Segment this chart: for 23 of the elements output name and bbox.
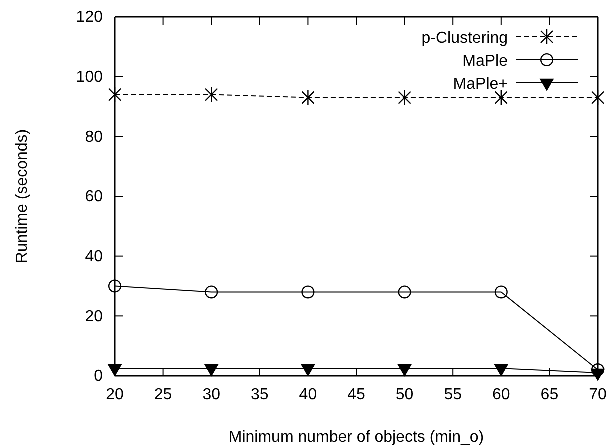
- y-tick-label: 120: [76, 9, 104, 26]
- x-tick-label: 65: [540, 386, 559, 404]
- y-tick-label: 100: [76, 68, 104, 86]
- x-tick-label: 45: [348, 386, 366, 404]
- y-tick-label: 80: [85, 128, 104, 146]
- legend-label: MaPle+: [453, 76, 508, 93]
- x-tick-label: 35: [251, 386, 269, 404]
- y-tick-label: 40: [85, 248, 104, 266]
- y-tick-label: 60: [85, 188, 104, 206]
- x-tick-label: 25: [154, 386, 172, 404]
- x-tick-label: 30: [202, 386, 221, 404]
- x-tick-label: 20: [106, 386, 124, 404]
- x-tick-label: 50: [396, 386, 414, 404]
- y-axis-title: Runtime (seconds): [14, 129, 31, 264]
- legend-label: MaPle: [462, 53, 508, 70]
- x-tick-label: 55: [444, 386, 462, 404]
- x-tick-label: 60: [492, 386, 510, 404]
- y-tick-label: 20: [85, 308, 104, 326]
- x-tick-label: 70: [589, 386, 607, 404]
- legend-label: p-Clustering: [422, 30, 508, 47]
- x-tick-label: 40: [299, 386, 318, 404]
- x-axis-title: Minimum number of objects (min_o): [228, 429, 484, 446]
- y-tick-label: 0: [94, 368, 104, 386]
